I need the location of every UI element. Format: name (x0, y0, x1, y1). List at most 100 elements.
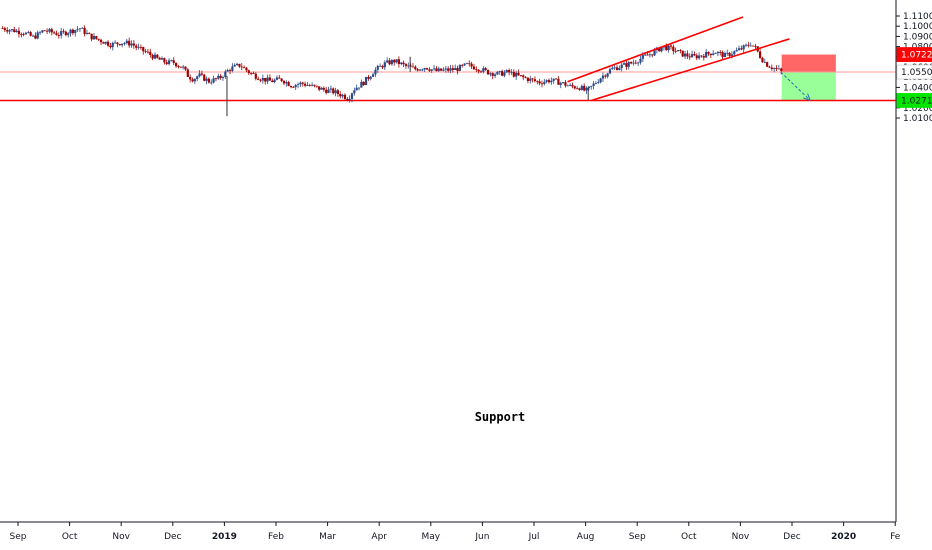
candle-body (454, 68, 457, 70)
candle-body (64, 31, 67, 36)
time-tick-label: Feb (268, 532, 284, 542)
candle-body (639, 58, 642, 63)
candle-body (318, 86, 321, 90)
candle-body (48, 29, 51, 32)
candle-body (224, 71, 227, 77)
candle-body (334, 90, 337, 94)
candle-body (235, 63, 239, 65)
candle-body (6, 30, 9, 32)
candle-body (714, 53, 717, 55)
candle-body (540, 83, 544, 85)
candle-body (287, 82, 290, 86)
candle-body (751, 45, 755, 47)
candle-body (447, 68, 450, 71)
candle-body (759, 51, 762, 58)
horizontal-lines (0, 71, 896, 102)
candle-body (99, 39, 103, 43)
candle-body (402, 62, 405, 65)
candle-body (243, 67, 246, 69)
candle-body (688, 56, 691, 58)
candle-body (149, 51, 152, 55)
time-tick-label: 2020 (831, 532, 856, 542)
candle-body (121, 43, 124, 46)
channel-upper-line[interactable] (567, 16, 744, 83)
candle-body (573, 86, 576, 89)
candle-body (364, 76, 368, 86)
candle-body (203, 74, 206, 81)
candle-body (700, 55, 703, 57)
candle-body (425, 68, 429, 70)
price-tick-label: 1.10000 (903, 22, 932, 32)
candle-body (599, 78, 602, 83)
time-tick-label: May (421, 532, 440, 542)
time-tick-label: Nov (732, 532, 750, 542)
candle-body (285, 82, 288, 84)
candle-body (587, 86, 590, 88)
candle-body (667, 45, 670, 51)
candle-body (343, 94, 347, 99)
candle-body (308, 85, 311, 87)
candle-body (71, 29, 74, 34)
candle-body (723, 53, 727, 58)
candle-body (160, 58, 164, 60)
candle-body (264, 77, 267, 82)
stop-loss-zone[interactable] (781, 54, 836, 73)
candle-body (594, 83, 598, 84)
candle-body (606, 73, 609, 77)
candle-body (550, 80, 553, 83)
candle-body (137, 46, 140, 48)
candle-body (622, 63, 626, 65)
time-axis[interactable]: Sep Oct Nov Dec 2019 Feb Mar Apr May Jun Jul Aug Sep… (10, 522, 901, 542)
candle-body (336, 90, 340, 95)
candle-body (472, 66, 476, 70)
candle-body (252, 73, 255, 74)
candle-body (189, 76, 192, 80)
candle-body (15, 30, 18, 33)
candle-body (275, 77, 279, 80)
candle-body (463, 63, 466, 66)
candle-body (407, 65, 410, 67)
candle-body (585, 87, 588, 91)
candle-body (508, 70, 511, 73)
candle-body (27, 32, 30, 33)
candle-body (85, 32, 89, 34)
candle-body (350, 93, 354, 99)
candle-body (88, 32, 91, 34)
candle-body (411, 66, 415, 68)
candle-body (719, 51, 722, 53)
candle-body (554, 78, 558, 80)
candle-body (153, 54, 157, 59)
candle-body (348, 98, 351, 101)
candle-body (482, 68, 485, 72)
candle-body (669, 45, 673, 47)
trade-zones (781, 54, 836, 101)
candle-body (653, 50, 656, 56)
candle-body (630, 62, 633, 64)
candle-body (547, 80, 551, 83)
candle-body (254, 73, 257, 79)
projection-line[interactable] (780, 71, 811, 101)
candle-body (118, 44, 121, 46)
candle-body (763, 62, 766, 63)
channel-lower-line[interactable] (590, 38, 790, 102)
candle-body (533, 79, 537, 82)
candle-body (747, 44, 750, 46)
candle-body (22, 34, 25, 35)
candle-body (475, 69, 478, 71)
candle-body (142, 46, 145, 52)
candle-body (53, 32, 56, 34)
candle-body (369, 76, 372, 79)
candle-body (8, 30, 11, 32)
candle-body (674, 51, 677, 52)
wick-spikes (226, 56, 589, 117)
candle-body (690, 54, 694, 58)
candle-body (325, 89, 328, 93)
candle-body (271, 80, 274, 83)
candle-body (449, 68, 452, 71)
candle-body (707, 51, 710, 54)
candle-body (214, 78, 218, 80)
candle-body (69, 29, 72, 34)
time-tick-label: 2019 (212, 532, 237, 542)
candle-body (479, 71, 483, 73)
